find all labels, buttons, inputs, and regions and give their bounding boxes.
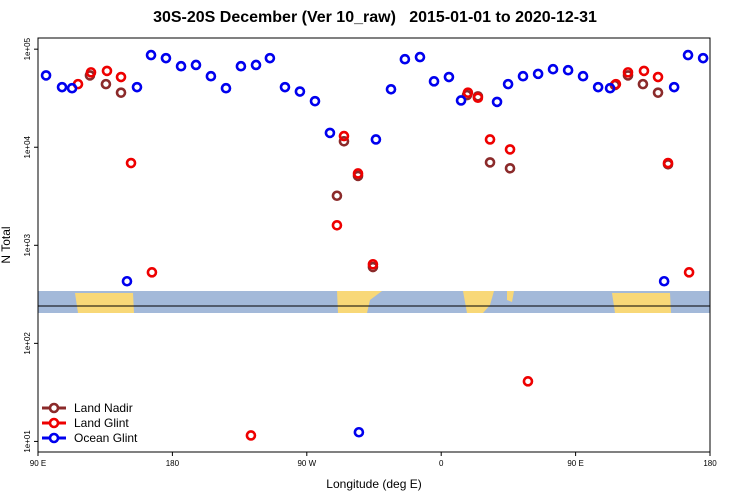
- point: [125, 157, 137, 169]
- point: [85, 67, 97, 78]
- point: [637, 78, 649, 90]
- x-tick-label: 90 W: [297, 459, 316, 468]
- legend-marker: [48, 417, 60, 429]
- point: [504, 144, 516, 155]
- point: [115, 87, 127, 98]
- point: [682, 49, 694, 61]
- point: [652, 71, 664, 83]
- point: [235, 60, 247, 72]
- point: [353, 426, 365, 438]
- point: [547, 63, 559, 75]
- legend-marker: [48, 402, 60, 414]
- x-tick-label: 180: [166, 459, 180, 468]
- point: [683, 267, 695, 278]
- plot-frame: [37, 37, 711, 453]
- point: [697, 52, 709, 64]
- point: [145, 49, 157, 61]
- point: [101, 65, 113, 77]
- point: [428, 76, 440, 87]
- point: [367, 259, 379, 270]
- chart-title: 30S-20S December (Ver 10_raw) 2015-01-01…: [153, 9, 597, 26]
- point: [455, 95, 467, 106]
- point: [577, 70, 589, 82]
- point: [443, 71, 455, 83]
- series: [72, 65, 695, 441]
- y-tick-label: 1e+01: [23, 430, 32, 453]
- point: [66, 82, 78, 94]
- x-tick-label: 90 E: [30, 459, 46, 468]
- point: [250, 59, 262, 71]
- point: [264, 52, 276, 64]
- point: [146, 267, 158, 278]
- series: [84, 70, 674, 273]
- land: [337, 291, 382, 313]
- series: [40, 49, 709, 438]
- point: [338, 135, 350, 147]
- map-strip: [38, 291, 710, 313]
- point: [245, 430, 257, 441]
- point: [484, 157, 496, 168]
- y-tick-label: 1e+02: [23, 332, 32, 355]
- point: [331, 219, 343, 231]
- point: [472, 92, 484, 103]
- point: [662, 157, 674, 169]
- x-axis-label: Longitude (deg E): [326, 477, 421, 491]
- land: [75, 293, 134, 313]
- point: [121, 275, 133, 287]
- point: [294, 86, 306, 97]
- point: [205, 70, 217, 82]
- point: [56, 81, 68, 93]
- point: [370, 134, 382, 145]
- point: [324, 127, 336, 139]
- point: [491, 96, 503, 108]
- y-tick-label: 1e+03: [23, 234, 32, 257]
- point: [504, 162, 516, 174]
- x-tick-label: 90 E: [567, 459, 583, 468]
- point: [399, 53, 411, 65]
- point: [100, 78, 112, 90]
- legend-label: Land Glint: [74, 416, 129, 430]
- point: [331, 190, 343, 202]
- point: [309, 95, 321, 107]
- point: [517, 70, 529, 82]
- point: [622, 67, 634, 78]
- point: [220, 82, 232, 94]
- y-tick-label: 1e+05: [23, 37, 32, 60]
- point: [638, 65, 650, 77]
- point: [131, 81, 143, 93]
- point: [462, 87, 474, 98]
- point: [338, 130, 350, 142]
- point: [522, 376, 534, 387]
- point: [414, 51, 426, 63]
- point: [592, 81, 604, 93]
- point: [652, 87, 664, 98]
- y-tick-label: 1e+04: [23, 135, 32, 158]
- point: [115, 71, 127, 83]
- legend-marker: [48, 432, 60, 444]
- land: [507, 291, 514, 302]
- point: [604, 82, 616, 94]
- point: [352, 168, 364, 179]
- point: [385, 83, 397, 95]
- point: [562, 64, 574, 76]
- point: [658, 275, 670, 287]
- point: [668, 81, 680, 93]
- point: [502, 78, 514, 90]
- point: [532, 68, 544, 80]
- x-tick-label: 0: [439, 459, 444, 468]
- point: [160, 52, 172, 64]
- point: [484, 134, 496, 145]
- legend-label: Land Nadir: [74, 401, 133, 415]
- y-axis-label: N Total: [0, 226, 13, 263]
- x-tick-label: 180: [703, 459, 717, 468]
- land: [463, 291, 494, 313]
- land: [612, 293, 671, 313]
- ocean-band: [38, 291, 710, 313]
- point: [190, 59, 202, 71]
- point: [279, 81, 291, 93]
- point: [40, 70, 52, 81]
- point: [175, 60, 187, 72]
- legend-label: Ocean Glint: [74, 431, 138, 445]
